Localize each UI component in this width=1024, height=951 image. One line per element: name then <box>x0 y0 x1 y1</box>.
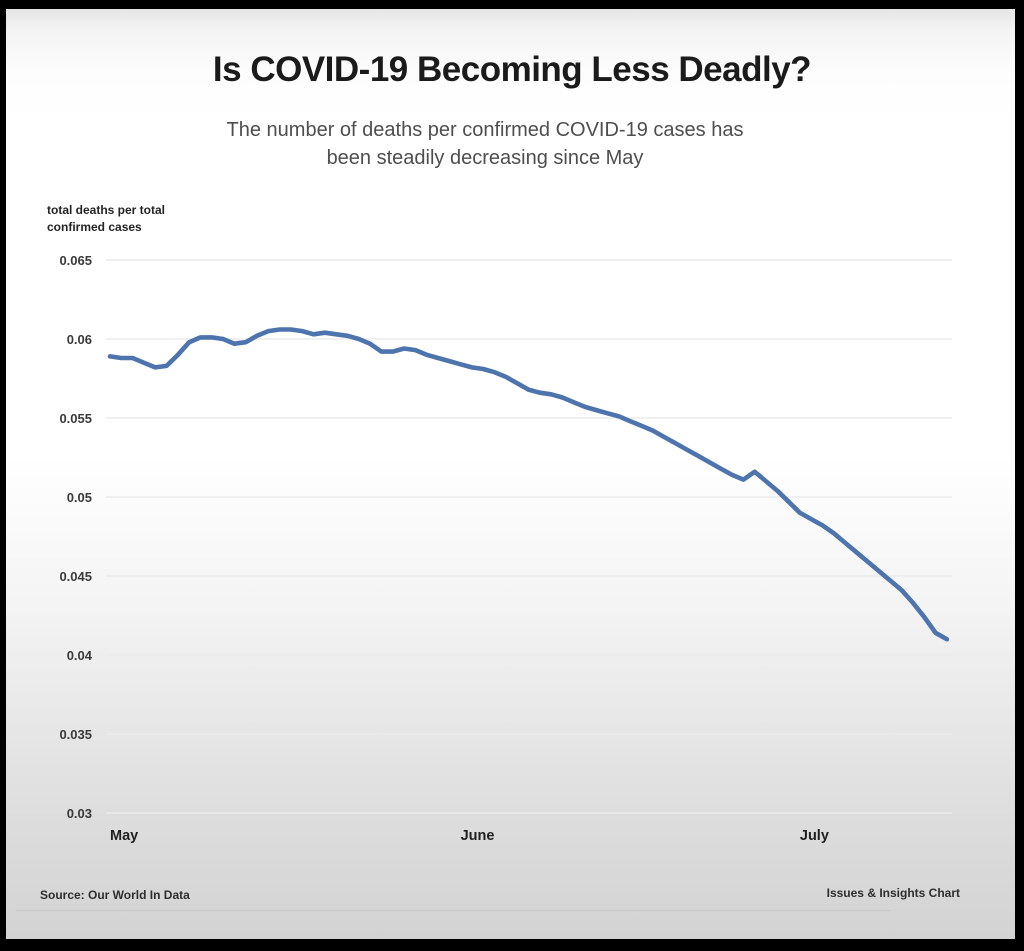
source-label: Source: Our World In Data <box>40 888 190 902</box>
chart-subtitle: The number of deaths per confirmed COVID… <box>0 116 970 172</box>
chart-subtitle-line-1: The number of deaths per confirmed COVID… <box>226 119 744 141</box>
y-axis-unit-line-1: total deaths per total <box>47 203 166 217</box>
chart-subtitle-line-2: been steadily decreasing since May <box>326 147 644 169</box>
y-axis-unit-label: total deaths per total confirmed cases <box>47 202 165 236</box>
y-axis-unit-line-2: confirmed cases <box>47 220 142 234</box>
credit-label: Issues & Insights Chart <box>826 886 960 900</box>
chart-title: Is COVID-19 Becoming Less Deadly? <box>212 50 812 89</box>
